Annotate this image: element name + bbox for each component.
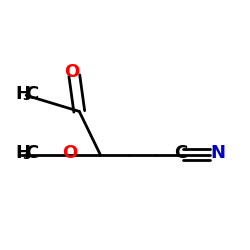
Text: 3: 3 <box>22 149 30 162</box>
Text: 3: 3 <box>22 90 30 103</box>
Text: O: O <box>64 63 80 81</box>
Text: O: O <box>62 144 78 162</box>
Text: C: C <box>174 144 188 162</box>
Text: C: C <box>26 85 39 103</box>
Text: H: H <box>15 144 30 162</box>
Text: H: H <box>15 85 30 103</box>
Text: C: C <box>26 144 39 162</box>
Text: N: N <box>210 144 225 162</box>
